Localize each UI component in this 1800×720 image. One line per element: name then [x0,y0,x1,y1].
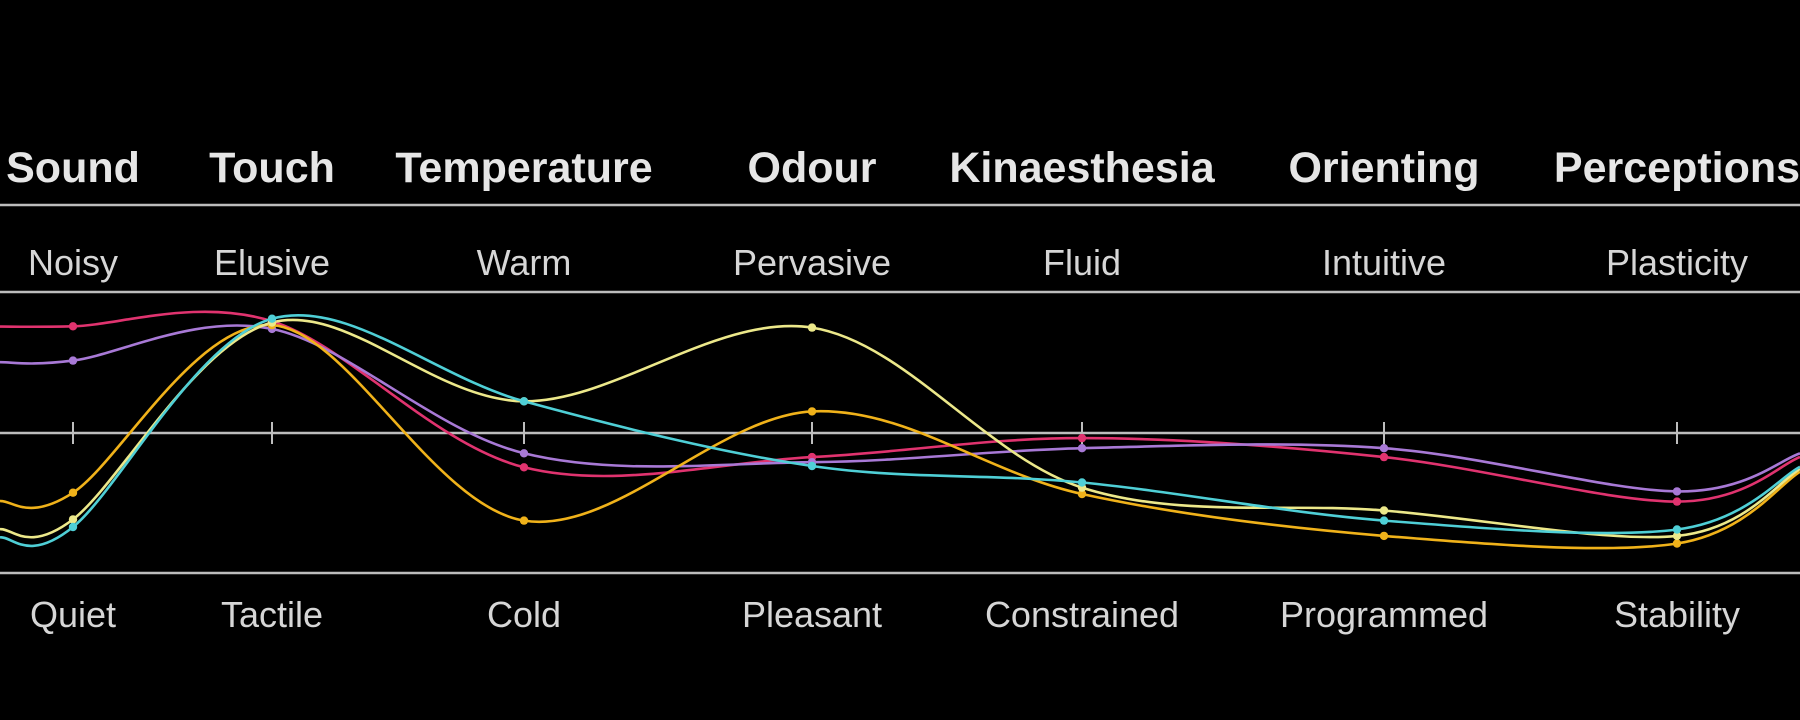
series-line [0,310,1800,503]
data-point [1379,506,1389,515]
category-label: Odour [748,144,877,192]
data-point [1672,525,1682,534]
category-label: Touch [209,144,335,192]
category-label: Perceptions [1554,144,1800,192]
data-point [1379,516,1389,525]
data-point [1672,539,1682,548]
data-point [68,356,78,365]
series-line [0,313,1800,548]
series-line [0,324,1800,493]
data-point [1672,531,1682,541]
series-line [0,323,1800,550]
data-point [68,522,78,532]
data-point [1379,444,1389,453]
bottom-pole-label: Tactile [221,594,323,635]
points [68,314,1682,548]
data-point [519,397,529,406]
data-point [1672,497,1682,506]
series [0,310,1800,550]
data-point [68,322,78,331]
data-point [807,461,817,471]
top-pole-label: Warm [477,242,572,283]
series-line [0,318,1800,539]
bottom-pole-label: Pleasant [742,594,882,635]
top-pole-label: Fluid [1043,242,1121,283]
top-pole-label: Intuitive [1322,242,1446,283]
data-point [1672,487,1682,496]
category-label: Sound [6,144,140,192]
labels: Sound Touch Temperature Odour Kinaesthesia Or… [6,144,1800,635]
data-point [1077,444,1087,453]
data-point [267,314,277,323]
category-label: Temperature [395,144,652,192]
top-pole-label: Noisy [28,242,118,283]
bottom-pole-label: Quiet [30,594,116,635]
category-label: Kinaesthesia [949,144,1215,192]
data-point [1077,433,1087,443]
data-point [68,515,78,524]
data-point [1379,452,1389,462]
bottom-pole-label: Cold [487,594,561,635]
top-pole-label: Elusive [214,242,330,283]
data-point [1077,489,1087,499]
category-label: Orienting [1288,144,1479,192]
rules [0,203,1800,575]
data-point [1379,531,1389,541]
data-point [807,407,817,416]
top-pole-label: Pervasive [733,242,891,283]
data-point [68,488,78,497]
bottom-pole-label: Stability [1614,594,1740,635]
data-point [1077,478,1087,487]
data-point [807,323,817,332]
bottom-pole-label: Constrained [985,594,1179,635]
data-point [519,516,529,525]
top-pole-label: Plasticity [1606,242,1748,283]
bottom-pole-label: Programmed [1280,594,1488,635]
data-point [519,463,529,472]
data-point [519,449,529,458]
